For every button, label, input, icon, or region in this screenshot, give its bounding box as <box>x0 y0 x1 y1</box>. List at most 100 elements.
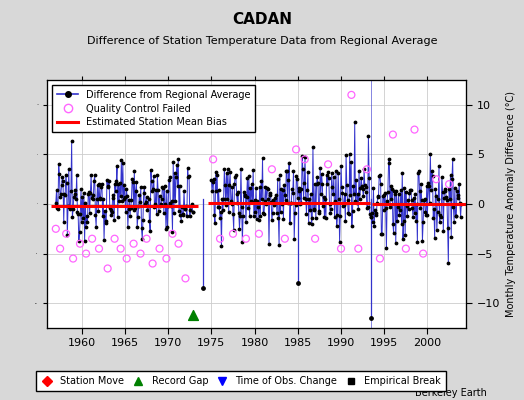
Point <box>283 168 291 174</box>
Point <box>267 198 275 205</box>
Point <box>116 192 125 199</box>
Point <box>235 210 243 216</box>
Point <box>172 174 180 180</box>
Point <box>399 218 408 224</box>
Point <box>449 156 457 162</box>
Point <box>391 190 399 197</box>
Point <box>430 206 438 212</box>
Point <box>255 184 264 190</box>
Point <box>172 162 181 168</box>
Point <box>85 209 94 216</box>
Point <box>328 184 336 191</box>
Point <box>68 214 77 220</box>
Point <box>311 236 319 242</box>
Point <box>57 191 65 197</box>
Point <box>354 246 363 252</box>
Point <box>226 169 234 176</box>
Point <box>343 182 351 189</box>
Point <box>136 250 145 257</box>
Point <box>428 168 436 174</box>
Point <box>285 160 293 166</box>
Point <box>418 197 426 204</box>
Point <box>268 210 277 216</box>
Point <box>64 202 72 209</box>
Point <box>157 201 165 207</box>
Point <box>291 202 300 208</box>
Point <box>409 214 417 220</box>
Point <box>96 195 105 201</box>
Point <box>219 207 227 214</box>
Point <box>282 168 290 174</box>
Point <box>233 191 241 198</box>
Point <box>88 236 96 242</box>
Point <box>121 194 129 200</box>
Point <box>220 195 228 202</box>
Point <box>108 192 117 198</box>
Point <box>339 203 347 210</box>
Point <box>230 181 238 188</box>
Point <box>357 175 365 182</box>
Point <box>362 189 370 196</box>
Point <box>441 188 450 194</box>
Point <box>243 175 252 182</box>
Point <box>57 182 66 188</box>
Point <box>126 204 135 211</box>
Text: Berkeley Earth: Berkeley Earth <box>416 388 487 398</box>
Point <box>356 196 364 202</box>
Point <box>231 174 239 180</box>
Point <box>291 210 299 216</box>
Point <box>149 186 157 192</box>
Point <box>443 225 452 231</box>
Point <box>153 172 161 179</box>
Point <box>376 181 385 188</box>
Point <box>119 195 128 202</box>
Point <box>386 204 394 210</box>
Point <box>221 181 230 188</box>
Point <box>400 185 409 192</box>
Point <box>222 202 230 208</box>
Point <box>225 182 234 188</box>
Point <box>52 187 61 194</box>
Point <box>300 180 309 186</box>
Text: CADAN: CADAN <box>232 12 292 27</box>
Point <box>278 201 286 208</box>
Point <box>353 200 361 206</box>
Point <box>112 178 121 184</box>
Point <box>89 192 97 198</box>
Point <box>393 218 401 224</box>
Point <box>281 192 289 198</box>
Point <box>304 220 313 226</box>
Point <box>230 227 238 234</box>
Point <box>72 196 80 202</box>
Point <box>54 206 62 212</box>
Point <box>135 192 144 198</box>
Point <box>224 166 232 172</box>
Point <box>250 196 259 203</box>
Point <box>336 212 344 219</box>
Point <box>209 156 217 162</box>
Point <box>124 206 133 212</box>
Point <box>420 196 429 202</box>
Point <box>445 186 453 192</box>
Point <box>301 156 309 162</box>
Point <box>53 205 61 212</box>
Point <box>81 200 90 206</box>
Point <box>408 205 417 212</box>
Point <box>245 173 253 180</box>
Point <box>255 230 263 237</box>
Point <box>418 238 427 244</box>
Point <box>83 219 92 226</box>
Point <box>275 242 283 248</box>
Point <box>385 160 393 166</box>
Point <box>173 182 182 189</box>
Point <box>312 215 320 221</box>
Point <box>105 178 113 184</box>
Point <box>129 178 137 185</box>
Point <box>395 211 403 218</box>
Point <box>394 203 402 210</box>
Point <box>383 198 391 204</box>
Point <box>406 187 414 193</box>
Point <box>83 213 91 220</box>
Point <box>136 199 144 206</box>
Point <box>306 206 314 213</box>
